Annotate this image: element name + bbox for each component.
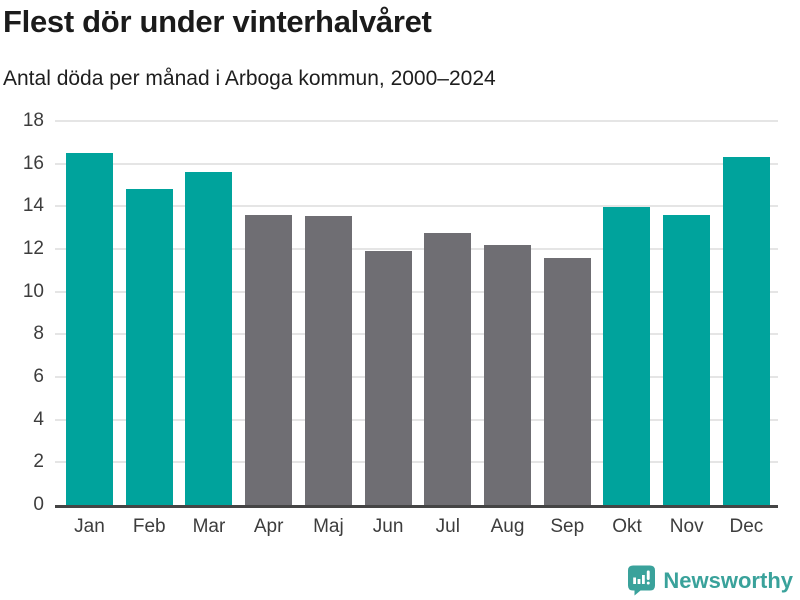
x-tick-label-jan: Jan	[74, 516, 105, 537]
y-tick-label-14: 14	[22, 195, 44, 217]
x-tick-label-nov: Nov	[669, 516, 704, 537]
bar-maj	[304, 215, 352, 505]
y-axis: 0 2 4 6 8 10 12 14 16 18	[0, 110, 44, 515]
bar-mar	[185, 172, 233, 505]
bar-apr	[245, 214, 293, 505]
x-tick-label-dec: Dec	[729, 516, 764, 537]
gridline-8	[55, 333, 778, 336]
x-tick-label-jul: Jul	[435, 516, 460, 537]
x-tick-label-apr: Apr	[253, 516, 284, 537]
plot-area	[55, 120, 778, 508]
y-tick-label-18: 18	[22, 110, 44, 131]
x-tick-label-maj: Maj	[313, 516, 344, 537]
y-tick-label-4: 4	[33, 408, 44, 430]
brand-name: Newsworthy	[663, 567, 793, 593]
y-tick-label-0: 0	[33, 494, 44, 515]
y-tick-label-2: 2	[33, 451, 44, 473]
x-tick-label-okt: Okt	[612, 516, 642, 537]
gridline-12	[55, 248, 778, 251]
bar-feb	[125, 189, 173, 505]
x-tick-label-sep: Sep	[550, 516, 585, 537]
bar-jun	[364, 251, 412, 505]
y-tick-label-10: 10	[22, 280, 44, 302]
bar-okt	[603, 207, 651, 505]
bar-dec	[722, 157, 770, 505]
bar-aug	[484, 244, 532, 505]
y-tick-label-16: 16	[22, 152, 44, 174]
x-tick-label-mar: Mar	[192, 516, 226, 537]
y-tick-label-12: 12	[22, 238, 44, 260]
x-tick-label-feb: Feb	[132, 516, 166, 537]
gridline-6	[55, 376, 778, 379]
x-axis: Jan Feb Mar Apr Maj Jun Jul Aug Sep Okt Nov Dec	[55, 514, 778, 540]
bar-jul	[424, 233, 472, 505]
y-tick-label-6: 6	[33, 366, 44, 388]
gridline-4	[55, 418, 778, 421]
gridline-10	[55, 290, 778, 293]
brand-footer: Newsworthy	[627, 565, 793, 596]
gridline-2	[55, 461, 778, 464]
gridline-18	[55, 120, 778, 122]
gridline-14	[55, 205, 778, 208]
chart-title: Flest dör under vinterhalvåret	[3, 4, 432, 39]
newsworthy-logo-icon	[627, 565, 656, 596]
chart-subtitle: Antal döda per månad i Arboga kommun, 20…	[3, 67, 496, 90]
x-tick-label-aug: Aug	[490, 516, 525, 537]
bar-jan	[66, 153, 113, 505]
bars-row	[55, 121, 778, 505]
x-tick-label-jun: Jun	[372, 516, 404, 537]
y-tick-label-8: 8	[33, 323, 44, 345]
bar-nov	[663, 214, 711, 505]
gridline-16	[55, 162, 778, 165]
bar-sep	[543, 257, 591, 505]
